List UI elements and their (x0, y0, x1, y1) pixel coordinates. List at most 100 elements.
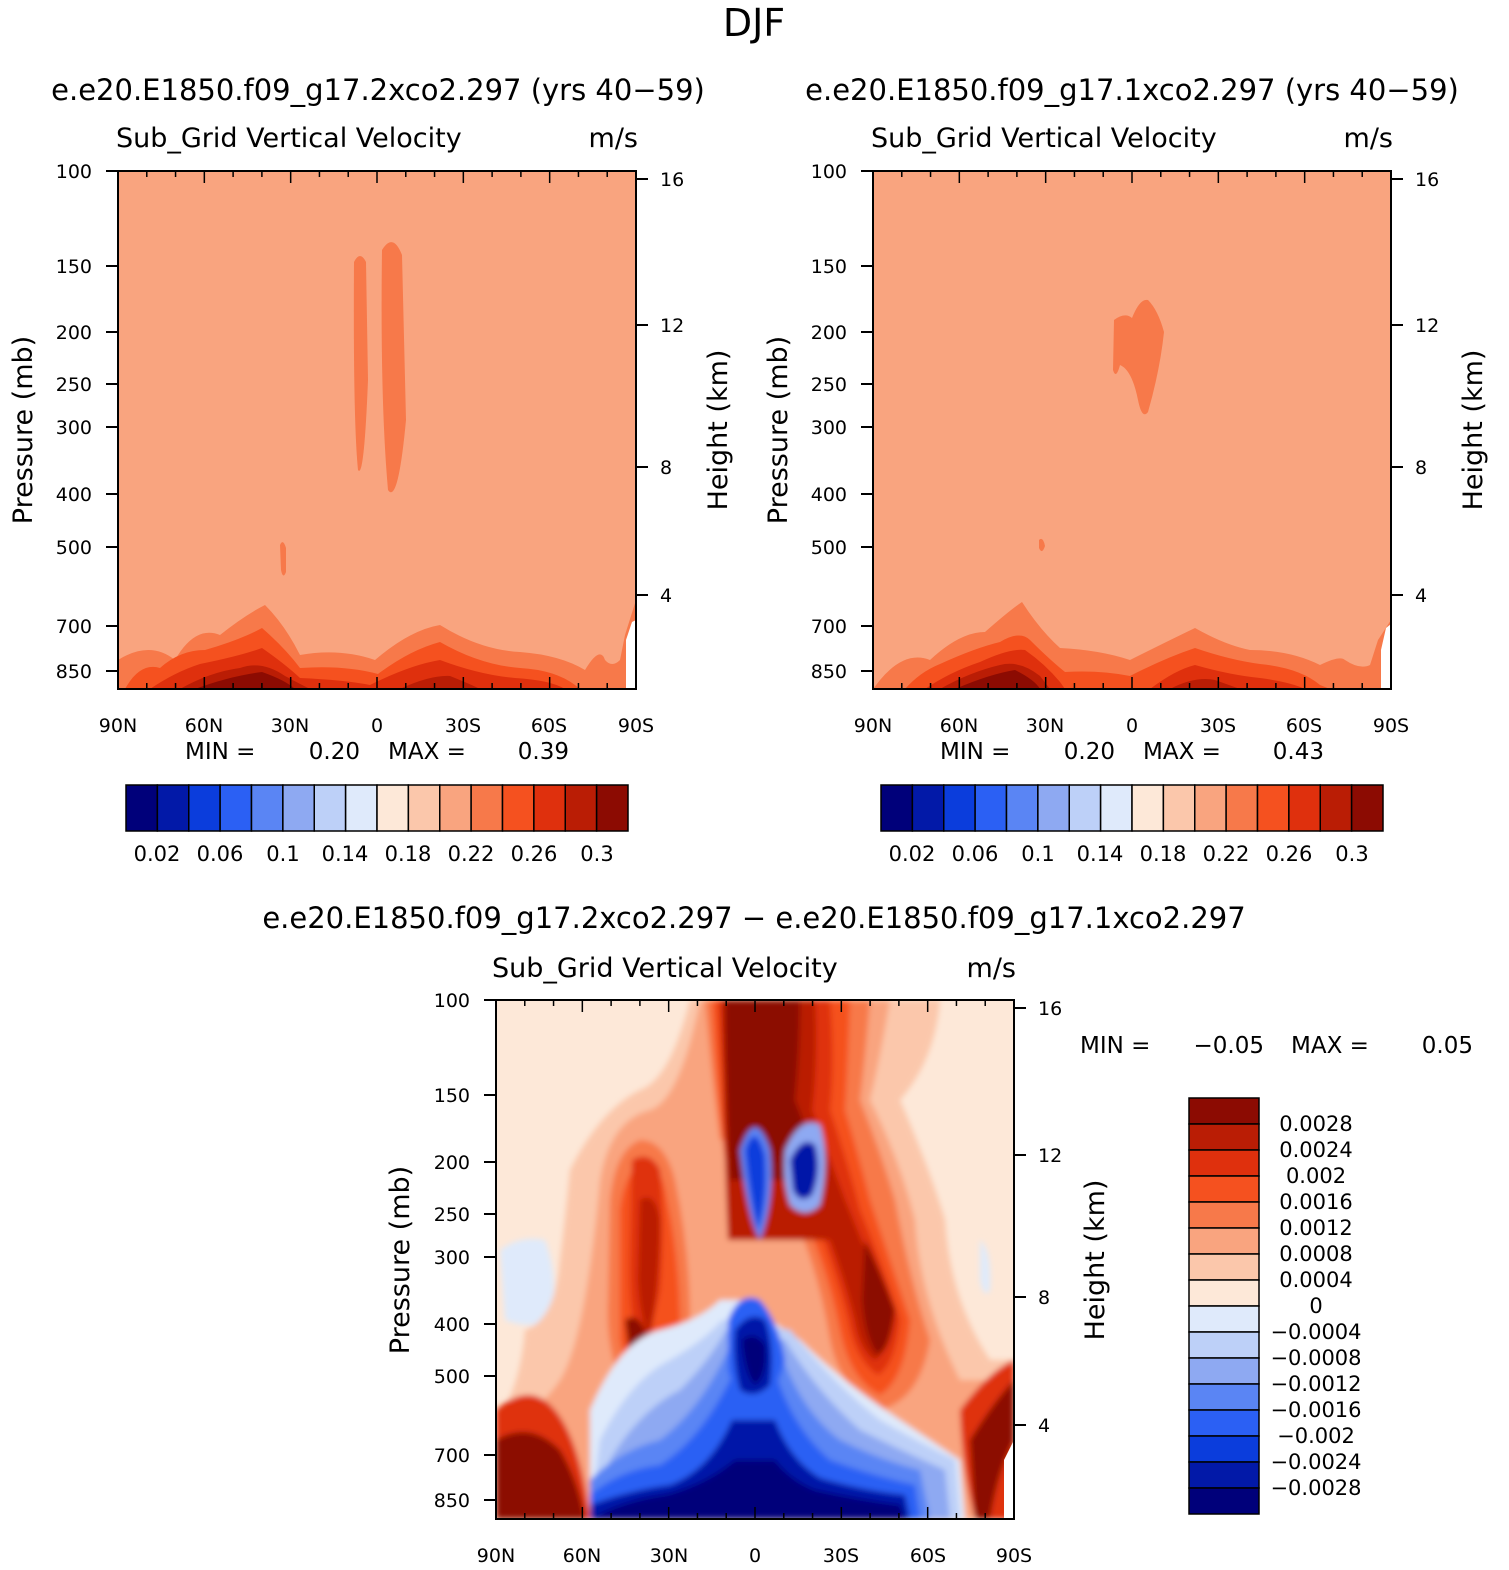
y-tick-label: 150 (434, 1085, 470, 1107)
colorbar-label: 0.22 (448, 842, 495, 866)
y2-axis: 16 12 8 4 Height (km) (636, 169, 734, 607)
central-negative-core (742, 1336, 766, 1385)
colorbar-swatch (1068, 784, 1102, 832)
colorbar-swatch (313, 784, 347, 832)
x-tick-label: 60S (910, 1545, 946, 1567)
figure-title: DJF (723, 1, 785, 45)
colorbar-labels: 0.02 0.06 0.1 0.14 0.18 0.22 0.26 0.3 (134, 842, 614, 866)
colorbar-swatch (1188, 1175, 1260, 1203)
y-tick-label: 500 (434, 1366, 470, 1388)
max-label: MAX = (1291, 1033, 1369, 1059)
max-value: 0.43 (1273, 739, 1324, 765)
colorbar-swatch (188, 784, 221, 832)
y2-axis-title: Height (km) (703, 350, 734, 511)
colorbar-swatch (880, 784, 914, 832)
units-label: m/s (967, 953, 1016, 984)
field-background (118, 171, 636, 689)
colorbar-label: 0.22 (1203, 842, 1250, 866)
y-tick-label: 100 (56, 161, 92, 183)
x-tick-label: 60S (531, 715, 567, 737)
y-axis: 100 150 200 250 300 400 500 700 850 Pres… (8, 161, 118, 683)
y-tick-label: 300 (56, 417, 92, 439)
missing-data (1004, 1440, 1014, 1519)
mid-blob (280, 542, 286, 576)
colorbar-label: −0.0004 (1270, 1320, 1361, 1344)
y2-tick-label: 8 (1415, 457, 1427, 479)
colorbar-label: 0.14 (322, 842, 369, 866)
min-max: MIN = −0.05 MAX = 0.05 (1080, 1033, 1473, 1059)
panel-1xco2: e.e20.E1850.f09_g17.1xco2.297 (yrs 40−59… (763, 73, 1489, 866)
colorbar-swatch (439, 784, 472, 832)
colorbar-swatch (1005, 784, 1039, 832)
x-axis: 90N 60N 30N 0 30S 60S 90S (477, 1545, 1032, 1567)
y2-tick-label: 12 (660, 315, 684, 337)
colorbar-swatch (533, 784, 566, 832)
colorbar-swatch (1037, 784, 1070, 832)
y2-tick-label: 12 (1415, 315, 1439, 337)
colorbar-label: 0.1 (1021, 842, 1054, 866)
colorbar-labels: 0.0028 0.0024 0.002 0.0016 0.0012 0.0008… (1270, 1112, 1361, 1500)
y-tick-label: 250 (811, 374, 847, 396)
colorbar-label: 0.3 (1335, 842, 1368, 866)
y2-axis-title: Height (km) (1458, 350, 1489, 511)
colorbar-swatch (1350, 784, 1384, 832)
lower-band-5 (955, 670, 1040, 689)
y2-tick-label: 12 (1038, 1145, 1062, 1167)
colorbar-swatch (250, 784, 284, 832)
missing-data (1381, 624, 1391, 689)
units-label: m/s (1344, 123, 1393, 154)
min-max: MIN = 0.20 MAX = 0.39 (185, 739, 569, 765)
contour-field (873, 171, 1391, 689)
colorbar-swatch (1225, 784, 1259, 832)
y2-axis-title: Height (km) (1080, 1180, 1111, 1341)
colorbar-label: 0.02 (134, 842, 181, 866)
y2-tick-label: 4 (1038, 1415, 1050, 1437)
min-label: MIN = (940, 739, 1010, 765)
y-tick-label: 100 (434, 990, 470, 1012)
colorbar-swatch (1256, 784, 1290, 832)
x-axis: 90N 60N 30N 0 30S 60S 90S (854, 715, 1409, 737)
min-value: 0.20 (1064, 739, 1115, 765)
panel-2xco2: e.e20.E1850.f09_g17.2xco2.297 (yrs 40−59… (8, 73, 734, 866)
lower-band-5 (195, 672, 295, 689)
y2-tick-label: 4 (660, 585, 672, 607)
colorbar-swatch (501, 784, 535, 832)
min-value: −0.05 (1194, 1033, 1264, 1059)
colorbar-swatch (1099, 784, 1133, 832)
colorbar-swatch (1188, 1123, 1260, 1151)
units-label: m/s (589, 123, 638, 154)
y-tick-label: 150 (56, 256, 92, 278)
y-tick-label: 200 (56, 322, 92, 344)
colorbar-swatch (1188, 1305, 1260, 1333)
colorbar-labels: 0.02 0.06 0.1 0.14 0.18 0.22 0.26 0.3 (889, 842, 1369, 866)
y-tick-label: 300 (434, 1247, 470, 1269)
x-tick-label: 60N (185, 715, 223, 737)
colorbar-swatch (344, 784, 378, 832)
colorbar-label: 0.0004 (1279, 1268, 1352, 1292)
max-value: 0.39 (518, 739, 569, 765)
colorbar-label: 0.14 (1077, 842, 1124, 866)
colorbar (1188, 1097, 1260, 1515)
x-tick-label: 0 (1126, 715, 1138, 737)
colorbar-swatch (470, 784, 504, 832)
x-tick-label: 60N (940, 715, 978, 737)
colorbar-swatch (1188, 1331, 1260, 1359)
y-tick-label: 400 (434, 1314, 470, 1336)
y2-tick-label: 16 (1415, 169, 1439, 191)
colorbar-label: 0.1 (266, 842, 299, 866)
colorbar-swatch (1288, 784, 1321, 832)
y-tick-label: 300 (811, 417, 847, 439)
y-tick-label: 500 (811, 537, 847, 559)
x-tick-label: 90N (99, 715, 137, 737)
max-label: MAX = (388, 739, 466, 765)
x-axis: 90N 60N 30N 0 30S 60S 90S (99, 715, 654, 737)
colorbar-label: −0.0028 (1270, 1476, 1361, 1500)
x-tick-label: 30N (650, 1545, 688, 1567)
colorbar-swatch (219, 784, 253, 832)
colorbar-swatch (1188, 1383, 1260, 1411)
upper-plume-west (353, 256, 368, 471)
y-tick-label: 850 (56, 661, 92, 683)
colorbar-swatch (1131, 784, 1165, 832)
x-tick-label: 0 (749, 1545, 761, 1567)
colorbar-label: 0.06 (197, 842, 244, 866)
